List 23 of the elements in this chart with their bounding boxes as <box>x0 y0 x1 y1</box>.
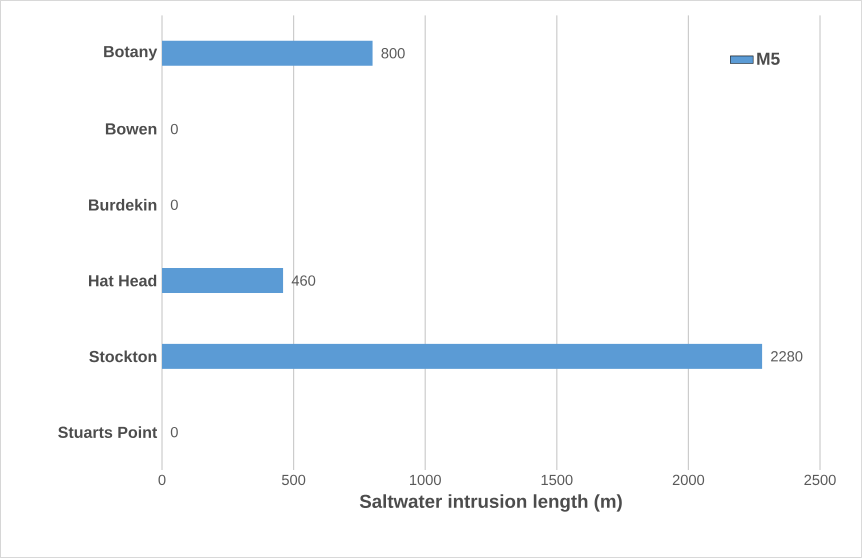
legend-label: M5 <box>757 52 780 65</box>
data-label: 2280 <box>771 351 802 362</box>
data-label: 0 <box>170 200 178 210</box>
x-tick-label: 0 <box>158 474 166 486</box>
data-label: 0 <box>170 426 178 438</box>
data-label: 800 <box>381 48 405 58</box>
x-tick-label: 500 <box>282 474 306 486</box>
y-tick-label: Stuarts Point <box>58 426 158 438</box>
x-tick-label: 2000 <box>672 474 704 486</box>
y-tick-label: Hat Head <box>89 274 156 286</box>
bar <box>162 344 762 369</box>
y-tick-label: Bowen <box>106 123 156 135</box>
data-label: 0 <box>170 124 178 134</box>
bar <box>162 40 373 66</box>
data-label: 460 <box>292 275 316 286</box>
y-tick-label: Stockton <box>89 350 156 362</box>
bar <box>162 268 284 294</box>
x-axis-title: Saltwater intrusion length (m) <box>360 494 622 512</box>
x-tick-label: 1000 <box>410 474 441 486</box>
x-tick-label: 2500 <box>804 474 836 486</box>
y-tick-label: Burdekin <box>89 198 156 211</box>
x-tick-label: 1500 <box>542 474 573 486</box>
y-tick-label: Botany <box>104 46 158 60</box>
